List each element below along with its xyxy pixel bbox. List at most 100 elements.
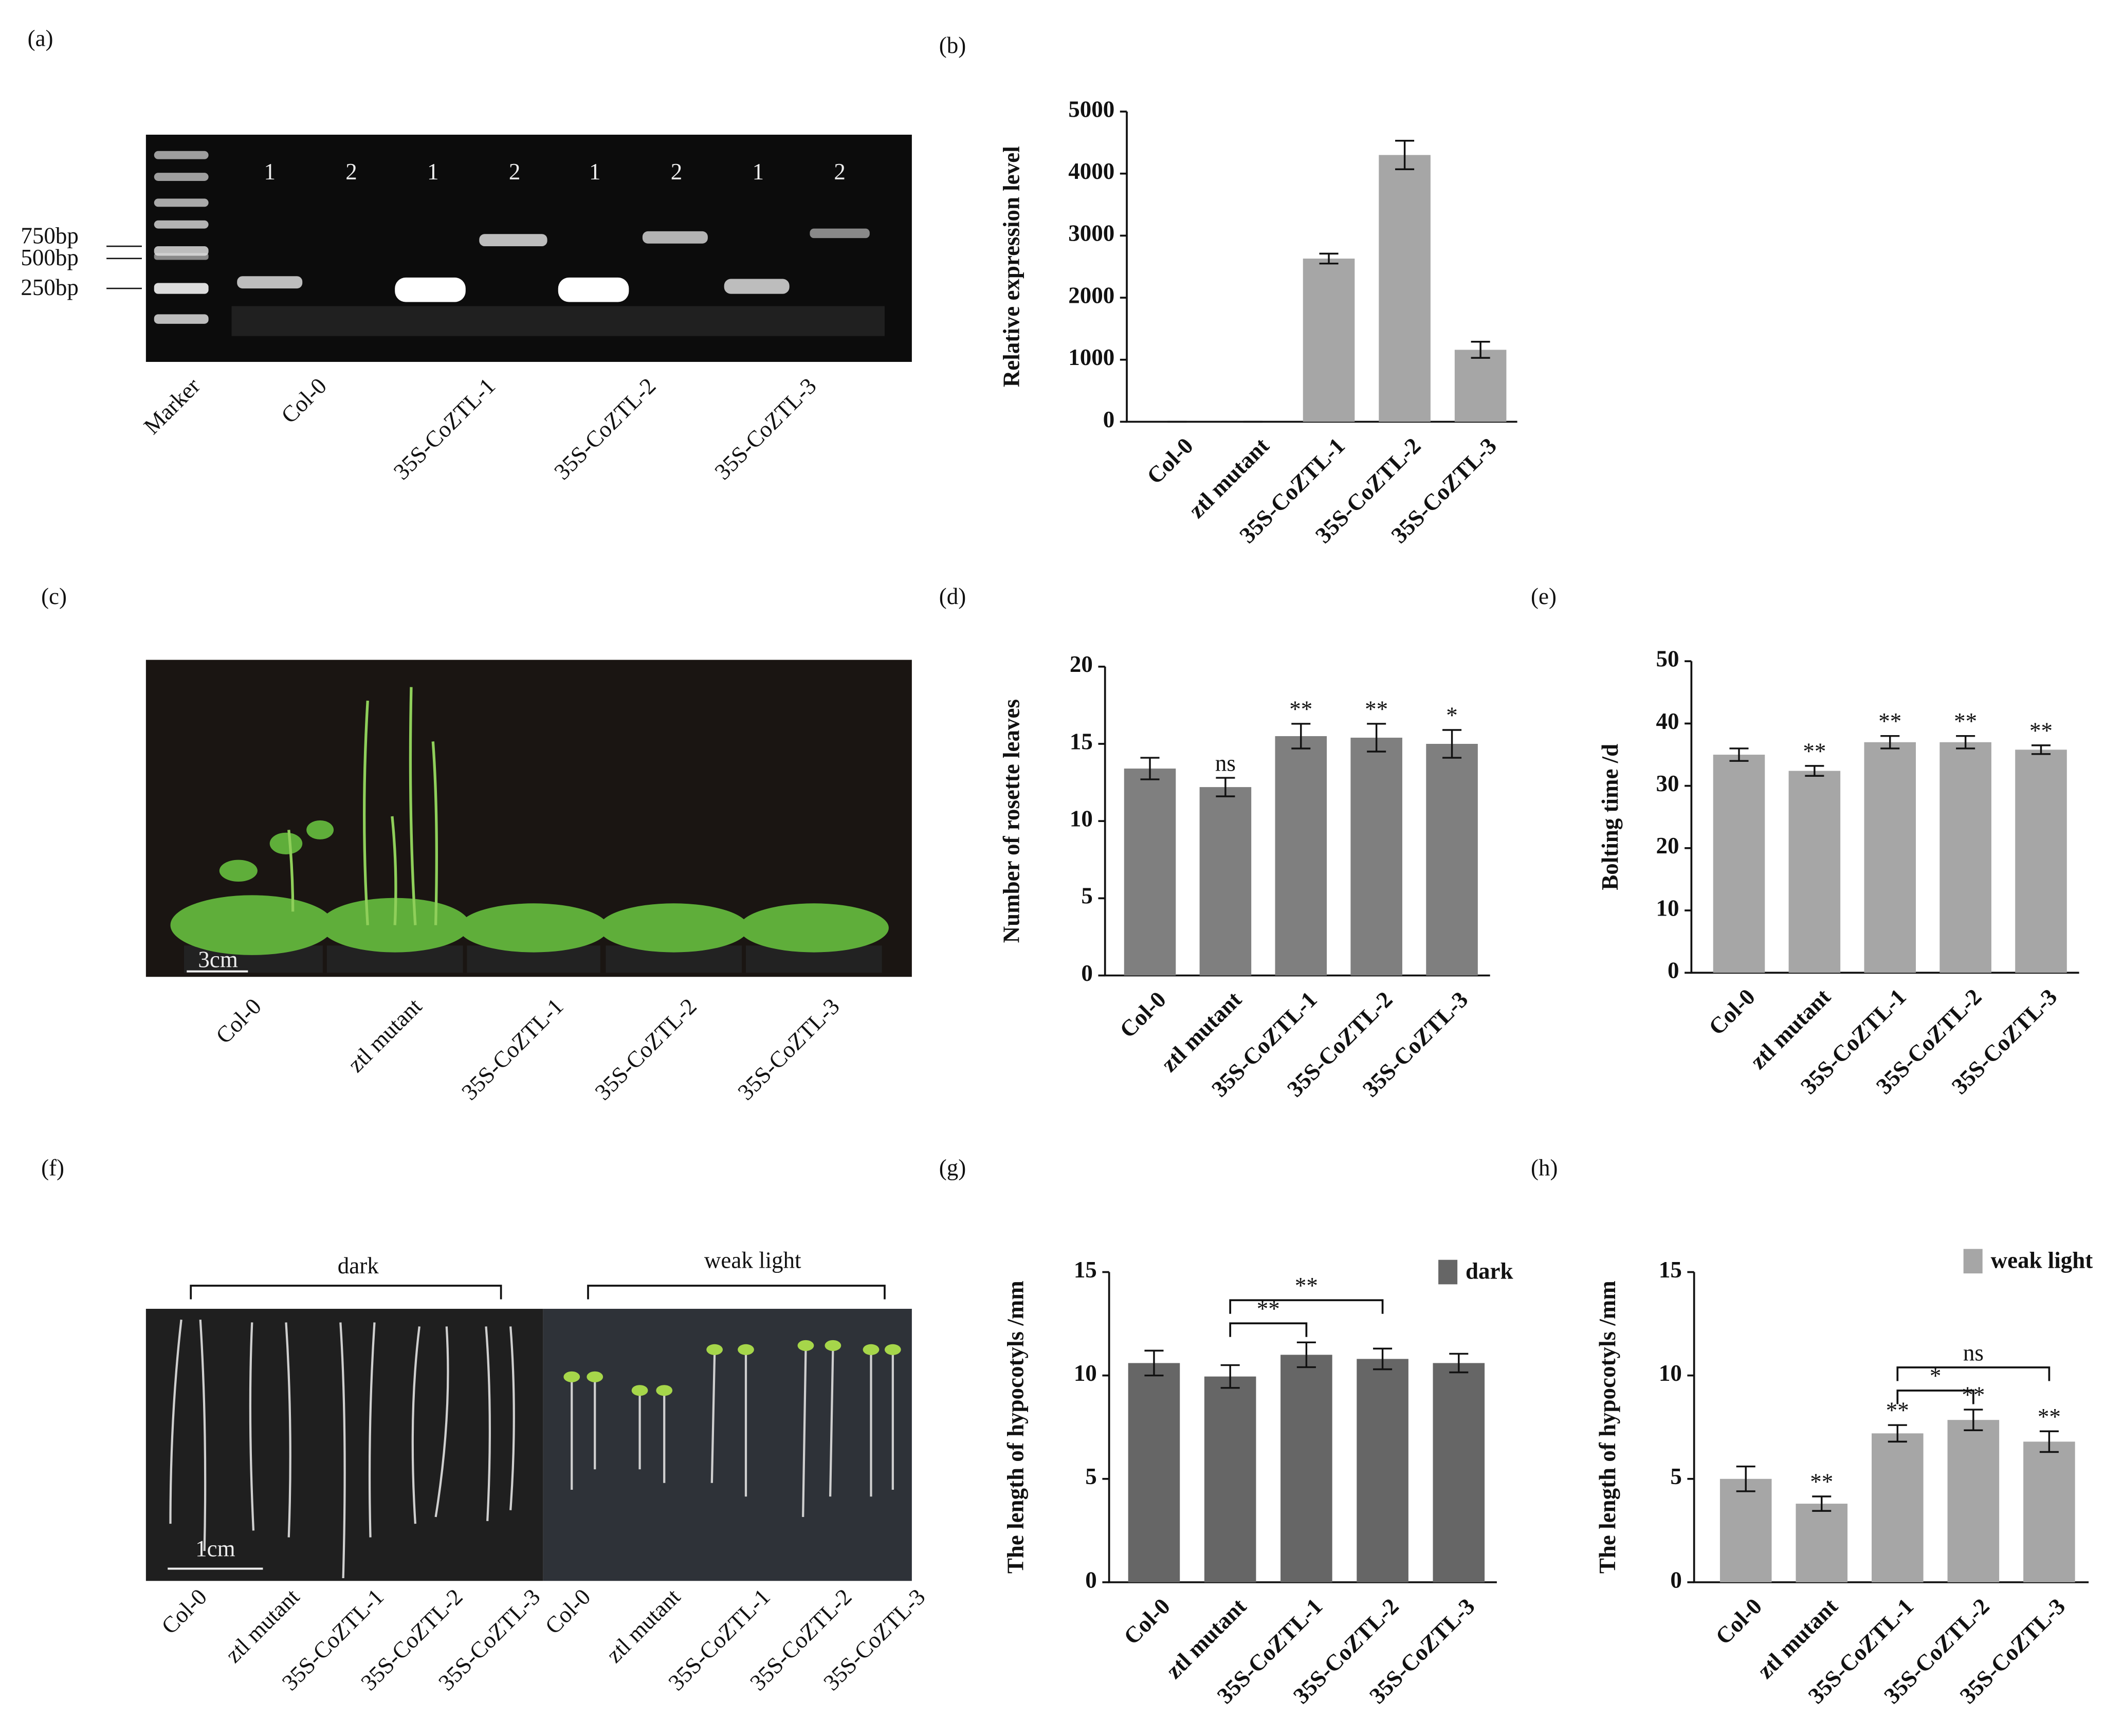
plants: [170, 687, 889, 973]
significance-label: **: [1878, 708, 1901, 734]
y-tick-label: 1000: [1068, 344, 1114, 370]
y-tick-label: 15: [1659, 1257, 1682, 1283]
y-tick-label: 40: [1656, 708, 1679, 734]
comparison-bracket: [1229, 1322, 1308, 1337]
panel-label: (g): [939, 1155, 966, 1180]
error-bar: [1736, 1465, 1755, 1492]
y-tick-label: 0: [1668, 958, 1679, 983]
error-bar: [1373, 1347, 1393, 1370]
y-tick-label: 5: [1670, 1464, 1681, 1489]
y-axis-label: Relative expression level: [999, 146, 1024, 387]
scale-label: 1cm: [195, 1536, 235, 1561]
y-tick-label: 0: [1081, 960, 1093, 986]
error-bar: [1144, 1349, 1164, 1377]
error-bar: [1291, 723, 1311, 750]
size-marker: 500bp: [21, 245, 78, 270]
y-axis-label: Bolting time /d: [1597, 744, 1623, 890]
error-bar: [1216, 777, 1235, 797]
lane-label: 35S-CoZTL-3: [709, 373, 821, 484]
y-tick-label: 5000: [1068, 96, 1114, 122]
error-bar: [1956, 735, 1975, 750]
bar: [1796, 1504, 1848, 1582]
significance-label: **: [1289, 696, 1312, 722]
error-bar: [1220, 1364, 1240, 1389]
significance-label: **: [1954, 708, 1977, 734]
bar: [1303, 259, 1355, 422]
lane-label: 35S-CoZTL-2: [549, 373, 661, 484]
marker-arrows: [106, 245, 142, 289]
y-tick-label: 20: [1656, 833, 1679, 858]
error-bar: [1319, 252, 1339, 265]
lane-label: 35S-CoZTL-2: [590, 993, 701, 1105]
error-bar: [1140, 757, 1160, 780]
comparison-label: **: [1295, 1273, 1318, 1299]
error-bar: [1449, 1353, 1469, 1374]
panel-label: (b): [939, 32, 966, 58]
lane-label: Marker: [139, 373, 205, 439]
error-bar: [1888, 1424, 1907, 1443]
lane-label: Col-0: [156, 1584, 212, 1639]
y-tick-label: 0: [1103, 407, 1115, 432]
y-tick-label: 10: [1074, 1360, 1097, 1386]
bar: [1426, 744, 1478, 976]
y-tick-label: 15: [1074, 1257, 1097, 1283]
y-axis-label: Number of rosette leaves: [999, 699, 1024, 943]
panel-label: (a): [28, 26, 53, 51]
error-bar: [1471, 341, 1490, 359]
legend-label: dark: [1466, 1258, 1513, 1284]
y-tick-label: 5: [1081, 883, 1093, 909]
error-bar: [1367, 723, 1386, 753]
panel-label: (c): [41, 583, 67, 609]
lane-label: Col-0: [540, 1584, 596, 1639]
panel-label: (d): [939, 583, 966, 609]
lane-label: 35S-CoZTL-3: [733, 993, 844, 1105]
y-tick-label: 5: [1085, 1464, 1097, 1489]
significance-label: **: [1803, 738, 1826, 764]
group-label: dark: [338, 1253, 379, 1278]
seedlings: [169, 1319, 894, 1579]
legend-label: weak light: [1991, 1247, 2093, 1273]
y-tick-label: 2000: [1068, 282, 1114, 308]
bar: [1379, 155, 1431, 422]
bar: [2015, 750, 2067, 973]
significance-label: ns: [1215, 751, 1236, 776]
group-label: weak light: [704, 1247, 801, 1273]
error-bar: [1296, 1341, 1316, 1368]
lane-number: 1: [264, 159, 276, 185]
bar: [1788, 771, 1841, 973]
x-tick-label: Col-0: [1710, 1593, 1767, 1650]
bar: [1357, 1359, 1408, 1582]
panel-label: (f): [41, 1155, 64, 1180]
bar: [1275, 736, 1327, 976]
y-tick-label: 10: [1659, 1360, 1682, 1386]
bar: [1124, 769, 1176, 976]
cotyledons: [563, 1340, 901, 1396]
comparison-label: ns: [1963, 1340, 1984, 1366]
bar: [1454, 350, 1507, 422]
significance-label: **: [2038, 1404, 2061, 1430]
significance-label: **: [1365, 696, 1388, 722]
error-bar: [1729, 747, 1749, 762]
error-bar: [1964, 1409, 1983, 1431]
y-tick-label: 30: [1656, 771, 1679, 796]
x-tick-label: Col-0: [1119, 1593, 1175, 1650]
lane-label: 35S-CoZTL-1: [456, 993, 568, 1105]
bar: [1947, 1420, 2000, 1582]
gel-bands: [154, 151, 885, 336]
bar: [1719, 1478, 1772, 1582]
scale-label: 3cm: [198, 946, 237, 972]
lane-number: 2: [671, 159, 683, 185]
x-tick-label: Col-0: [1114, 986, 1171, 1043]
lane-number: 1: [589, 159, 601, 185]
bar: [1204, 1376, 1256, 1582]
lane-number: 1: [753, 159, 764, 185]
bar: [1939, 742, 1991, 973]
y-axis-label: The length of hypocotyls /mm: [1003, 1281, 1029, 1574]
x-tick-label: Col-0: [1142, 433, 1198, 489]
comparison-bracket: [1896, 1366, 2051, 1381]
y-tick-label: 50: [1656, 646, 1679, 672]
lane-label: Col-0: [211, 993, 266, 1049]
bar: [1864, 742, 1916, 973]
lane-label: ztl mutant: [221, 1583, 305, 1668]
